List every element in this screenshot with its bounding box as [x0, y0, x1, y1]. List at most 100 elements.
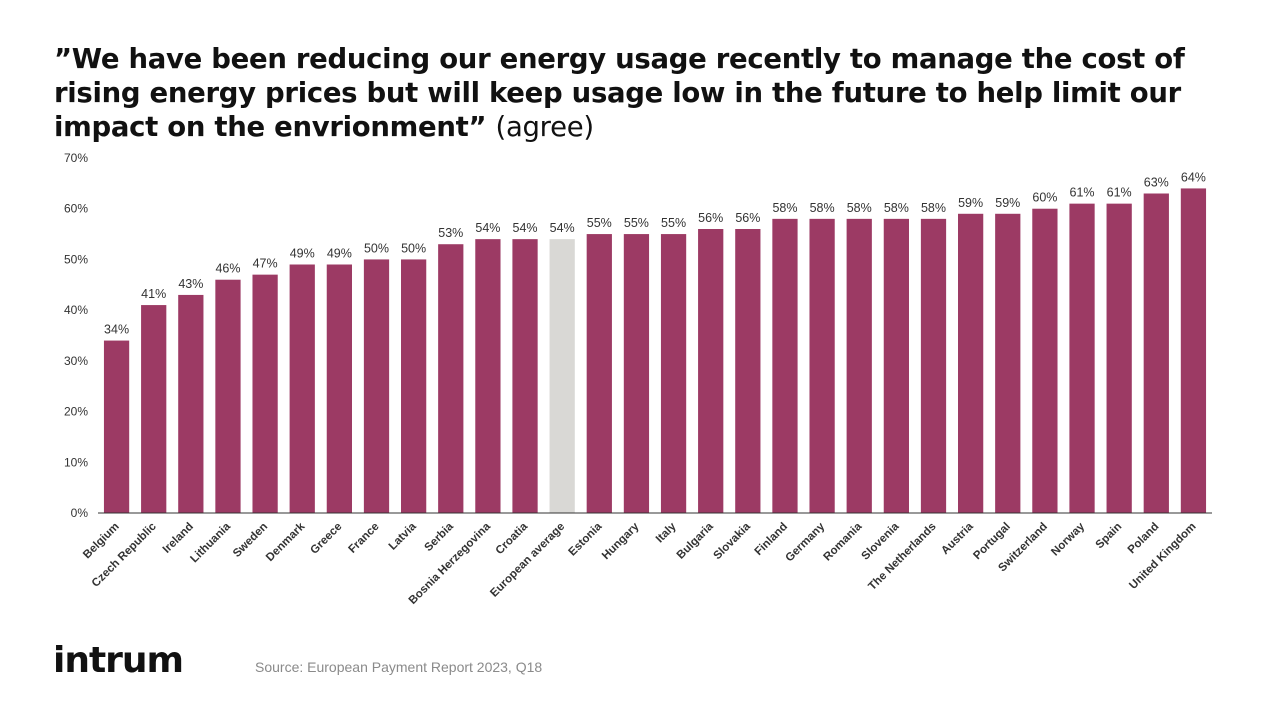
bar-labels: 34% 41% 43% 46% 47% 49% 49% 50% 50% 53% 54% 54% 54% 5…: [104, 170, 1206, 336]
bar-value-label: 43%: [178, 277, 203, 291]
x-tick-label: Norway: [1049, 520, 1087, 558]
bar-value-label: 49%: [327, 247, 352, 261]
bar-value-label: 55%: [624, 216, 649, 230]
y-tick-label: 70%: [64, 151, 88, 165]
x-tick-label: European average: [488, 521, 567, 600]
bar-value-label: 50%: [401, 241, 426, 255]
x-tick-label: Czech Republic: [90, 520, 159, 589]
bar-italy: [660, 234, 687, 514]
bar-poland: [1143, 193, 1169, 513]
bars: [103, 188, 1207, 514]
bar-value-label: 59%: [958, 196, 983, 210]
x-tick-label: France: [346, 521, 381, 556]
x-tick-label: Latvia: [387, 520, 419, 552]
bar-czech-republic: [141, 305, 167, 513]
y-tick-label: 10%: [64, 455, 88, 469]
bar-belgium: [103, 340, 130, 513]
chart-title: ”We have been reducing our energy usage …: [54, 42, 1254, 144]
bar-slovakia: [735, 229, 761, 513]
bar-european-average: [549, 239, 575, 513]
bar-value-label: 54%: [513, 221, 538, 235]
x-tick-label: Greece: [308, 521, 344, 557]
bar-estonia: [586, 234, 612, 514]
x-tick-label: Lithuania: [188, 520, 233, 565]
bar-value-label: 59%: [995, 196, 1020, 210]
bar-value-label: 46%: [215, 262, 240, 276]
x-tick-label: Romania: [822, 520, 865, 563]
bar-the-netherlands: [920, 218, 947, 513]
x-tick-label: Estonia: [567, 520, 605, 558]
x-tick-label: The Netherlands: [866, 521, 938, 593]
bar-switzerland: [1032, 208, 1058, 513]
bar-serbia: [438, 244, 464, 513]
y-tick-label: 20%: [64, 405, 88, 419]
bar-value-label: 56%: [735, 211, 760, 225]
bar-value-label: 58%: [884, 201, 909, 215]
bar-value-label: 58%: [921, 201, 946, 215]
bar-value-label: 63%: [1144, 176, 1169, 190]
bar-value-label: 64%: [1181, 170, 1206, 184]
chart-title-quote: ”We have been reducing our energy usage …: [54, 43, 1185, 143]
bar-france: [363, 259, 390, 513]
x-tick-label: Croatia: [494, 520, 531, 557]
y-tick-label: 50%: [64, 252, 88, 266]
x-tick-label: Italy: [654, 520, 679, 545]
bar-value-label: 61%: [1070, 186, 1095, 200]
bar-value-label: 58%: [847, 201, 872, 215]
bar-value-label: 50%: [364, 241, 389, 255]
x-tick-label: Slovakia: [711, 520, 753, 562]
bar-spain: [1106, 203, 1132, 513]
bar-value-label: 41%: [141, 287, 166, 301]
bar-chart: 0% 10% 20% 30% 40% 50% 60% 70% 34% 41% 43% 46% 47% 4…: [64, 151, 1212, 607]
intrum-logo: intrum: [53, 640, 184, 681]
x-tick-label: Bulgaria: [675, 520, 716, 561]
x-tick-label: United Kingdom: [1127, 521, 1198, 592]
bar-hungary: [623, 234, 650, 514]
x-tick-label: Hungary: [600, 520, 642, 562]
y-tick-label: 40%: [64, 303, 88, 317]
bar-bosnia-herzegovina: [475, 239, 501, 513]
bar-greece: [326, 264, 352, 513]
y-tick-label: 30%: [64, 354, 88, 368]
bar-norway: [1069, 203, 1095, 513]
x-tick-label: Poland: [1126, 521, 1162, 557]
bar-value-label: 55%: [587, 216, 612, 230]
bar-value-label: 49%: [290, 247, 315, 261]
bar-value-label: 53%: [438, 226, 463, 240]
bar-finland: [772, 218, 798, 513]
bar-value-label: 54%: [550, 221, 575, 235]
bar-austria: [958, 213, 984, 514]
bar-germany: [809, 218, 835, 513]
bar-value-label: 61%: [1107, 186, 1132, 200]
x-tick-label: Ireland: [161, 521, 196, 556]
bar-latvia: [401, 259, 427, 513]
bar-value-label: 58%: [772, 201, 797, 215]
bar-slovenia: [883, 218, 909, 513]
bar-bulgaria: [698, 229, 724, 513]
bar-value-label: 60%: [1032, 191, 1057, 205]
x-tick-label: Germany: [783, 520, 827, 564]
bar-united-kingdom: [1180, 188, 1207, 513]
bar-sweden: [252, 274, 278, 513]
bar-croatia: [512, 239, 538, 513]
x-tick-label: Denmark: [264, 520, 308, 564]
chart-title-suffix: (agree): [495, 111, 595, 143]
bar-ireland: [178, 294, 204, 513]
bar-value-label: 58%: [810, 201, 835, 215]
bar-portugal: [995, 213, 1021, 514]
y-axis: 0% 10% 20% 30% 40% 50% 60% 70%: [64, 151, 88, 520]
y-tick-label: 0%: [71, 506, 89, 520]
bar-value-label: 54%: [475, 221, 500, 235]
source-note: Source: European Payment Report 2023, Q1…: [255, 659, 543, 675]
x-tick-label: Austria: [939, 520, 976, 557]
bar-value-label: 47%: [253, 257, 278, 271]
bar-value-label: 34%: [104, 323, 129, 337]
x-tick-label: Serbia: [423, 520, 457, 554]
bar-value-label: 55%: [661, 216, 686, 230]
bar-romania: [846, 218, 872, 513]
bar-value-label: 56%: [698, 211, 723, 225]
x-tick-label: Spain: [1094, 521, 1125, 552]
bar-lithuania: [215, 279, 241, 513]
y-tick-label: 60%: [64, 202, 88, 216]
